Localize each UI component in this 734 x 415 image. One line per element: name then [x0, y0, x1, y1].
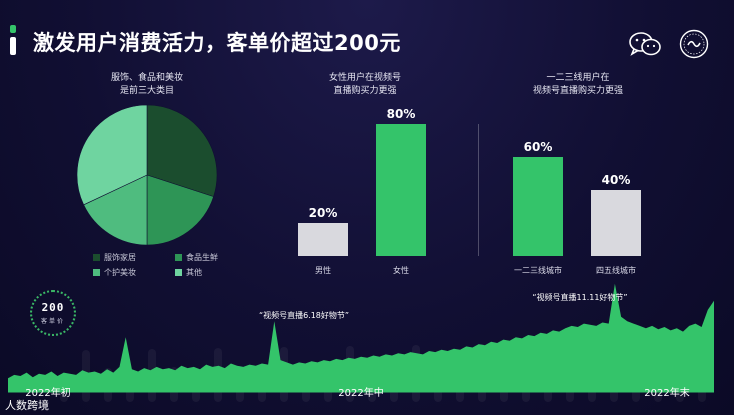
- legend-swatch: [175, 254, 182, 261]
- pie-chart-title: 服饰、食品和美妆 是前三大类目: [110, 73, 183, 96]
- bar: [298, 223, 348, 256]
- legend-item: 其他: [175, 267, 202, 278]
- bar-value-label: 60%: [524, 140, 553, 154]
- legend-label: 个护美妆: [104, 268, 136, 277]
- legend-item: 个护美妆: [93, 267, 136, 278]
- legend-item: 服饰家居: [93, 252, 136, 263]
- avg-order-value: 200: [41, 301, 65, 314]
- gender-chart-title: 女性用户在视频号 直播购买力更强: [328, 73, 401, 96]
- bar: [513, 157, 563, 256]
- legend-label: 食品生鲜: [186, 253, 218, 262]
- legend-label: 服饰家居: [104, 253, 136, 262]
- city-chart-title: 一二三线用户在 视频号直播购买力更强: [532, 73, 623, 96]
- bar: [376, 124, 426, 256]
- bar-category-label: 四五线城市: [596, 265, 636, 275]
- bar-value-label: 80%: [387, 107, 416, 121]
- avg-order-badge: 200 客单价: [30, 290, 76, 336]
- legend-label: 其他: [186, 268, 202, 277]
- page-title: 激发用户消费活力，客单价超过200元: [33, 31, 401, 55]
- avg-order-label: 客单价: [40, 318, 65, 325]
- channels-seal-icon: [679, 29, 709, 59]
- area-series: [8, 283, 714, 392]
- chart-annotation: “视频号直播6.18好物节”: [259, 310, 349, 320]
- logo-bar: [10, 37, 16, 55]
- pie-slice: [76, 104, 148, 206]
- legend-swatch: [175, 269, 182, 276]
- brand-logo: [10, 25, 22, 55]
- watermark-text: 人数跨境: [5, 399, 49, 412]
- pie-chart: [76, 104, 218, 246]
- bar-category-label: 女性: [393, 265, 409, 275]
- pie-slice: [146, 174, 214, 246]
- legend-item: 食品生鲜: [175, 252, 218, 263]
- x-tick-label: 2022年初: [25, 386, 70, 399]
- logo-dot: [10, 25, 16, 33]
- bar-value-label: 20%: [309, 206, 338, 220]
- bar: [591, 190, 641, 256]
- x-tick-label: 2022年末: [644, 386, 689, 399]
- legend-swatch: [93, 269, 100, 276]
- bar-value-label: 40%: [602, 173, 631, 187]
- bar-category-label: 男性: [315, 265, 331, 275]
- chart-annotation: “视频号直播11.11好物节”: [532, 292, 627, 302]
- legend-swatch: [93, 254, 100, 261]
- pie-slice: [146, 104, 218, 198]
- bar-category-label: 一二三线城市: [514, 265, 562, 275]
- x-tick-label: 2022年中: [338, 386, 383, 399]
- panel-divider: [478, 124, 479, 256]
- wechat-icon: [629, 32, 661, 56]
- pie-slice: [83, 174, 148, 246]
- gender-bar-chart: 20% 男性 80% 女性: [298, 107, 426, 275]
- city-bar-chart: 60% 一二三线城市 40% 四五线城市: [513, 140, 641, 275]
